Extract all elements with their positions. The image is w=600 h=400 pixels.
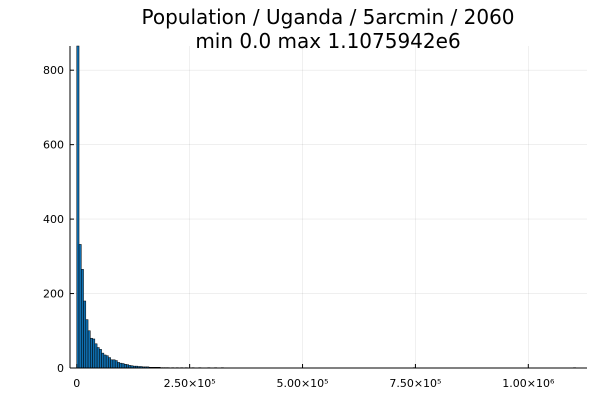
y-axis-ticks: 0 200 400 600 800	[43, 64, 74, 375]
y-tick-label: 600	[43, 139, 64, 152]
histogram-bar	[96, 347, 100, 369]
chart-subtitle: min 0.0 max 1.1075942e6	[195, 29, 460, 53]
histogram-bar	[81, 269, 84, 369]
x-tick-label: 2.50×10⁵	[164, 377, 216, 390]
histogram-bar	[103, 354, 107, 369]
histogram-bar	[99, 349, 102, 369]
chart-title: Population / Uganda / 5arcmin / 2060	[141, 5, 514, 29]
x-tick-label: 5.00×10⁵	[276, 377, 328, 390]
y-tick-label: 0	[57, 362, 64, 375]
histogram-bar	[87, 330, 91, 369]
histogram-bars	[76, 45, 576, 369]
histogram-bar	[108, 357, 111, 369]
histogram-bar	[78, 244, 82, 369]
histogram-bar	[76, 45, 80, 369]
histogram-bar	[117, 362, 120, 369]
histogram-bar	[101, 352, 105, 369]
y-tick-label: 800	[43, 64, 64, 77]
histogram-bar	[94, 343, 98, 369]
histogram-bar	[110, 359, 114, 369]
histogram-bar	[90, 337, 93, 369]
y-tick-label: 400	[43, 213, 64, 226]
histogram-bar	[105, 355, 109, 369]
x-tick-label: 0	[73, 377, 80, 390]
histogram-bar	[114, 360, 118, 369]
histogram-bar	[83, 300, 87, 369]
histogram-bar	[85, 319, 89, 369]
histogram-bar	[92, 338, 96, 369]
histogram-bar	[126, 364, 129, 369]
grid-lines	[70, 46, 587, 369]
histogram-bar	[123, 364, 127, 369]
y-tick-label: 200	[43, 288, 64, 301]
histogram-bar	[119, 362, 123, 369]
x-axis-ticks: 0 2.50×10⁵ 5.00×10⁵ 7.50×10⁵ 1.00×10⁶	[73, 364, 555, 390]
x-tick-label: 7.50×10⁵	[389, 377, 441, 390]
axes	[69, 46, 587, 369]
histogram-bar	[112, 359, 116, 369]
x-tick-label: 1.00×10⁶	[502, 377, 555, 390]
histogram-bar	[121, 363, 125, 369]
